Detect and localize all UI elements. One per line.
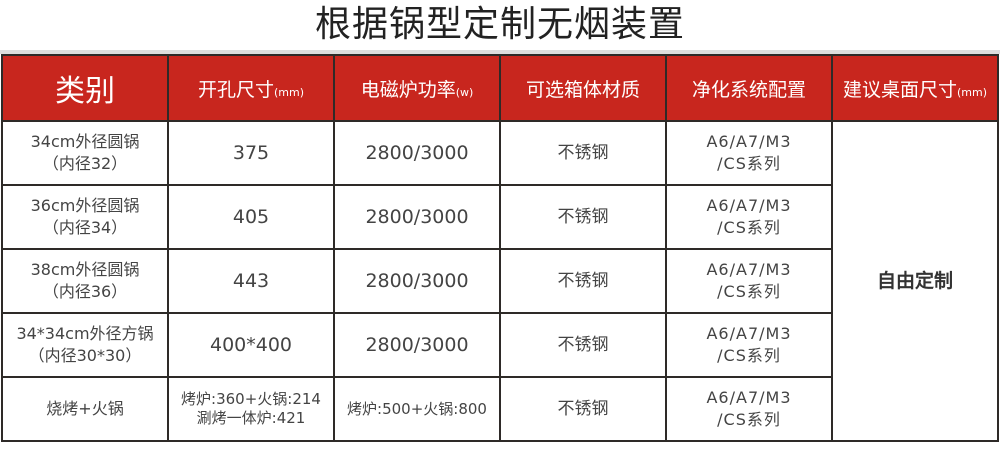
divider xyxy=(0,50,1000,54)
cell-hole: 405 xyxy=(167,184,335,250)
cell-hole: 400*400 xyxy=(167,312,335,378)
line: （内径34） xyxy=(42,218,128,237)
cell-system: A6/A7/M3/CS系列 xyxy=(665,248,833,314)
header-power-label: 电磁炉功率 xyxy=(360,78,456,101)
cell-system: A6/A7/M3/CS系列 xyxy=(665,376,833,442)
cell-material: 不锈钢 xyxy=(499,376,667,442)
line: /CS系列 xyxy=(717,154,781,173)
cell-category: 34cm外径圆锅 （内径32） xyxy=(1,120,169,186)
table-row: 34cm外径圆锅 （内径32） 375 2800/3000 不锈钢 A6/A7/M3/CS… xyxy=(1,120,999,442)
cell-power: 2800/3000 xyxy=(333,248,501,314)
table-row: 34*34cm外径方锅 （内径30*30） 400*400 2800/3000 不锈钢 A… xyxy=(1,312,998,378)
line: A6/A7/M3 xyxy=(706,388,792,407)
line: /CS系列 xyxy=(717,282,781,301)
line: 38cm外径圆锅 xyxy=(30,260,140,279)
header-power-unit: (w) xyxy=(455,85,474,99)
cell-hole: 443 xyxy=(167,248,335,314)
line: A6/A7/M3 xyxy=(706,260,792,279)
page-title: 根据锅型定制无烟装置 xyxy=(314,4,685,45)
line: （内径30*30） xyxy=(28,346,142,365)
cell-material: 不锈钢 xyxy=(499,120,667,186)
header-table-size: 建议桌面尺寸(mm) xyxy=(831,54,999,122)
cell-hole: 烤炉:360+火锅:214 涮烤一体炉:421 xyxy=(167,376,335,442)
header-hole-unit: (mm) xyxy=(274,85,305,99)
cell-system: A6/A7/M3/CS系列 xyxy=(665,312,833,378)
header-table-size-unit: (mm) xyxy=(957,85,988,99)
line: /CS系列 xyxy=(717,346,781,365)
table-header: 类别 开孔尺寸(mm) 电磁炉功率(w) 可选箱体材质 净化系统配置 建议桌面尺… xyxy=(1,54,999,122)
cell-material: 不锈钢 xyxy=(499,184,667,250)
header-power: 电磁炉功率(w) xyxy=(333,54,501,122)
header-hole: 开孔尺寸(mm) xyxy=(167,54,335,122)
header-hole-label: 开孔尺寸 xyxy=(197,78,274,101)
cell-system: A6/A7/M3/CS系列 xyxy=(665,184,833,250)
line: A6/A7/M3 xyxy=(706,132,792,151)
line: 36cm外径圆锅 xyxy=(30,196,140,215)
cell-hole: 375 xyxy=(167,120,335,186)
cell-material: 不锈钢 xyxy=(499,312,667,378)
line: 烧烤+火锅 xyxy=(46,399,124,418)
line: /CS系列 xyxy=(717,410,781,429)
line: A6/A7/M3 xyxy=(706,324,792,343)
cell-category: 34*34cm外径方锅 （内径30*30） xyxy=(1,312,169,378)
header-table-size-label: 建议桌面尺寸 xyxy=(842,78,957,101)
cell-power: 烤炉:500+火锅:800 xyxy=(333,376,501,442)
table-row: 烧烤+火锅 烤炉:360+火锅:214 涮烤一体炉:421 烤炉:500+火锅:800… xyxy=(1,376,998,442)
line: 34*34cm外径方锅 xyxy=(16,324,154,343)
spec-table: 类别 开孔尺寸(mm) 电磁炉功率(w) 可选箱体材质 净化系统配置 建议桌面尺… xyxy=(1,54,999,442)
cell-category: 38cm外径圆锅 （内径36） xyxy=(1,248,169,314)
cell-category: 烧烤+火锅 xyxy=(1,376,169,442)
line: /CS系列 xyxy=(717,218,781,237)
line: （内径36） xyxy=(42,282,128,301)
line: 烤炉:360+火锅:214 xyxy=(181,390,321,408)
cell-table-size: 自由定制 xyxy=(831,120,999,442)
cell-power: 2800/3000 xyxy=(333,312,501,378)
header-system: 净化系统配置 xyxy=(665,54,833,122)
header-material: 可选箱体材质 xyxy=(499,54,667,122)
line: A6/A7/M3 xyxy=(706,196,792,215)
cell-category: 36cm外径圆锅 （内径34） xyxy=(1,184,169,250)
line: 涮烤一体炉:421 xyxy=(196,409,306,427)
table-row: 36cm外径圆锅 （内径34） 405 2800/3000 不锈钢 A6/A7/M3/CS… xyxy=(1,184,998,250)
cell-material: 不锈钢 xyxy=(499,248,667,314)
table-row: 38cm外径圆锅 （内径36） 443 2800/3000 不锈钢 A6/A7/M3/CS… xyxy=(1,248,998,314)
cell-system: A6/A7/M3/CS系列 xyxy=(665,120,833,186)
line: （内径32） xyxy=(42,154,128,173)
header-category: 类别 xyxy=(1,54,169,122)
cell-power: 2800/3000 xyxy=(333,184,501,250)
line: 34cm外径圆锅 xyxy=(30,132,140,151)
cell-power: 2800/3000 xyxy=(333,120,501,186)
